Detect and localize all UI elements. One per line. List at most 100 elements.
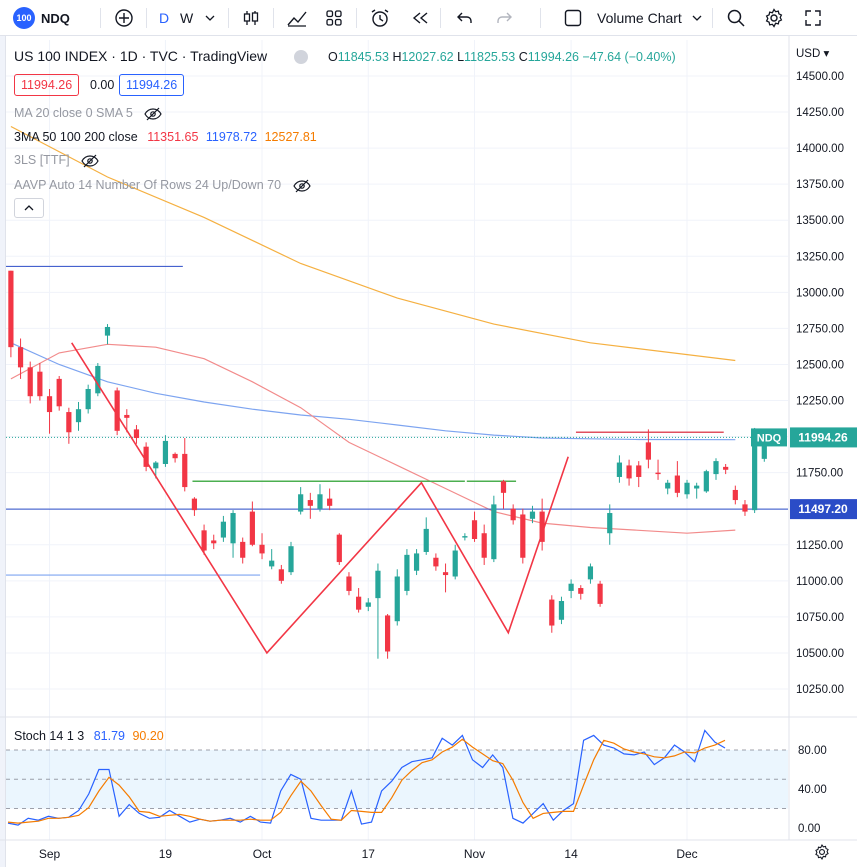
candle-body bbox=[723, 466, 729, 470]
stoch-background bbox=[6, 749, 788, 809]
indicators-button[interactable] bbox=[286, 0, 308, 36]
ohlc-o-label: O bbox=[328, 50, 338, 64]
sell-price-box[interactable]: 11994.26 bbox=[14, 74, 80, 96]
stoch-d-line bbox=[7, 738, 726, 824]
legend-hide-button[interactable] bbox=[294, 50, 308, 64]
chart-title: US 100 INDEX · 1D · TVC · TradingView bbox=[14, 48, 268, 64]
symbol-name: NDQ bbox=[41, 10, 70, 26]
price-tick-label: 12500.00 bbox=[796, 359, 844, 371]
undo-button[interactable] bbox=[456, 0, 474, 36]
indicator-ma-label[interactable]: MA 20 close 0 SMA 5 bbox=[14, 106, 162, 121]
ohlc-open: 11845.53 bbox=[337, 50, 389, 64]
chevron-down-icon bbox=[205, 15, 215, 21]
indicator-3ls-label[interactable]: 3LS [TTF] bbox=[14, 153, 99, 168]
candlestick-series bbox=[8, 270, 767, 659]
candle-body bbox=[46, 396, 53, 413]
ma50-line bbox=[10, 343, 736, 534]
candle-body bbox=[191, 498, 198, 511]
candle-body bbox=[587, 566, 594, 580]
spread-value: 0.00 bbox=[90, 78, 115, 92]
fullscreen-button[interactable] bbox=[803, 0, 823, 36]
candle-body bbox=[384, 615, 391, 652]
candle-body bbox=[162, 440, 169, 464]
toolbar-divider bbox=[356, 8, 357, 28]
replay-button[interactable] bbox=[410, 0, 430, 36]
buy-price-box[interactable]: 11994.26 bbox=[119, 74, 185, 96]
candle-body bbox=[510, 508, 516, 521]
ma200-line bbox=[10, 125, 736, 362]
collapse-legend-button[interactable] bbox=[14, 198, 44, 218]
indicator-aavp-label[interactable]: AAVP Auto 14 Number Of Rows 24 Up/Down 7… bbox=[14, 178, 311, 193]
candle-body bbox=[597, 583, 603, 604]
candle-body bbox=[298, 494, 304, 512]
eye-hidden-icon[interactable] bbox=[144, 107, 162, 121]
time-tick-label: Dec bbox=[676, 847, 697, 861]
candle-body bbox=[616, 462, 623, 477]
left-panel-edge bbox=[0, 36, 6, 867]
candle-body bbox=[66, 412, 72, 433]
templates-button[interactable] bbox=[324, 0, 344, 36]
alert-button[interactable] bbox=[369, 0, 391, 36]
toolbar-divider bbox=[440, 8, 441, 28]
last-price-tag-label: 11994.26 bbox=[798, 430, 848, 444]
price-tick-label: 11250.00 bbox=[796, 540, 843, 552]
ma100-value: 11978.72 bbox=[205, 130, 258, 144]
interval-dropdown[interactable] bbox=[205, 0, 215, 36]
price-tick-label: 12250.00 bbox=[796, 396, 844, 408]
symbol-search[interactable]: 100 NDQ bbox=[13, 0, 70, 36]
candle-body bbox=[269, 560, 275, 567]
settings-button[interactable] bbox=[763, 0, 785, 36]
search-button[interactable] bbox=[726, 0, 746, 36]
chart-layout-label[interactable]: Volume Chart bbox=[597, 10, 682, 26]
stoch-tick-label: 0.00 bbox=[798, 823, 820, 835]
ohlc-close: 11994.26 bbox=[527, 50, 579, 64]
indicators-chart-icon bbox=[287, 11, 307, 27]
stoch-name: Stoch 14 1 3 bbox=[14, 729, 85, 743]
candle-body bbox=[85, 388, 91, 410]
layout-button[interactable] bbox=[563, 0, 583, 36]
interval-d-button[interactable]: D bbox=[159, 10, 170, 26]
zigzag-drawing bbox=[71, 342, 569, 655]
currency-selector[interactable]: USD ▾ bbox=[796, 48, 830, 60]
candle-body bbox=[703, 471, 709, 492]
top-toolbar: 100 NDQ D W Volume Chart bbox=[0, 0, 857, 36]
candle-body bbox=[365, 602, 371, 607]
plus-circle-icon bbox=[115, 9, 133, 27]
candle-body bbox=[288, 546, 294, 573]
candle-body bbox=[539, 511, 545, 542]
interval-w-button[interactable]: W bbox=[180, 10, 194, 26]
candles-type-button[interactable] bbox=[241, 0, 261, 36]
candle-body bbox=[95, 365, 101, 394]
add-symbol-button[interactable] bbox=[114, 0, 134, 36]
candle-body bbox=[578, 588, 584, 594]
search-icon bbox=[727, 9, 745, 27]
candle-body bbox=[645, 442, 651, 460]
eye-hidden-icon[interactable] bbox=[81, 154, 99, 168]
stoch-legend[interactable]: Stoch 14 1 3 81.79 90.20 bbox=[14, 729, 164, 743]
chart-area[interactable]: 14500.00 14250.00 14000.00 13750.00 13500.00… bbox=[0, 36, 857, 867]
candle-body bbox=[317, 494, 323, 509]
candle-body bbox=[404, 554, 410, 591]
redo-button[interactable] bbox=[495, 0, 513, 36]
candle-body bbox=[172, 453, 178, 459]
chevron-down-icon bbox=[692, 15, 702, 21]
chart-settings-button[interactable] bbox=[813, 843, 831, 866]
ohlc-high: 12027.62 bbox=[401, 50, 454, 64]
candle-body bbox=[346, 576, 352, 591]
candle-body bbox=[201, 530, 207, 551]
moving-averages bbox=[10, 125, 736, 534]
chevron-up-icon bbox=[24, 205, 34, 211]
eye-hidden-icon[interactable] bbox=[292, 179, 311, 193]
candle-body bbox=[327, 498, 333, 506]
price-tick-label: 10250.00 bbox=[796, 684, 844, 696]
indicator-3ls-name: 3LS [TTF] bbox=[14, 153, 70, 167]
candle-body bbox=[500, 481, 507, 493]
candle-body bbox=[529, 511, 536, 519]
price-tick-label: 12750.00 bbox=[796, 323, 844, 335]
chart-layout-dropdown[interactable] bbox=[692, 0, 702, 36]
price-tick-label: 14500.00 bbox=[796, 71, 844, 83]
candle-body bbox=[674, 475, 680, 493]
indicator-3ma-label[interactable]: 3MA 50 100 200 close 11351.65 11978.72 1… bbox=[14, 130, 317, 144]
level-price-tag bbox=[790, 499, 857, 520]
candle-body bbox=[220, 521, 226, 538]
